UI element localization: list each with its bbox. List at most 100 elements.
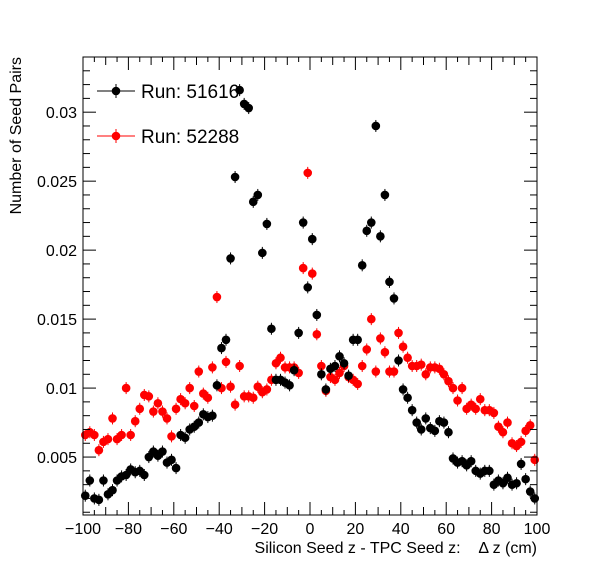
y-tick-label: 0.01 xyxy=(46,381,77,398)
data-point xyxy=(108,414,117,423)
data-point xyxy=(489,408,499,418)
data-point xyxy=(262,385,272,394)
x-tick-label: 60 xyxy=(437,521,455,538)
data-point xyxy=(235,85,244,95)
data-point xyxy=(307,269,317,278)
data-point xyxy=(144,392,154,401)
data-point xyxy=(430,426,440,436)
data-point xyxy=(185,383,194,393)
data-point xyxy=(389,294,399,303)
legend-entry: Run: 52288 xyxy=(97,127,239,148)
data-point xyxy=(103,434,113,444)
x-tick-label: 40 xyxy=(392,521,410,538)
data-point xyxy=(203,393,213,403)
data-point xyxy=(226,382,235,392)
data-point xyxy=(394,356,403,365)
x-tick-label: −60 xyxy=(160,521,187,538)
data-point xyxy=(330,361,340,371)
data-point xyxy=(403,393,412,403)
x-tick-label: −40 xyxy=(206,521,233,538)
x-tick-label: 80 xyxy=(483,521,501,538)
x-tick-label: −100 xyxy=(65,521,101,538)
data-point xyxy=(344,371,353,380)
data-point xyxy=(475,394,485,404)
data-point xyxy=(276,353,285,363)
data-point xyxy=(421,414,431,423)
data-point xyxy=(321,385,331,394)
data-point xyxy=(317,361,326,371)
data-point xyxy=(421,369,431,379)
data-point xyxy=(403,353,412,363)
data-point xyxy=(416,360,426,369)
data-point xyxy=(439,418,449,427)
data-point xyxy=(244,103,254,113)
data-point xyxy=(189,401,199,411)
data-point xyxy=(503,473,512,483)
data-point xyxy=(457,383,467,393)
data-point xyxy=(312,310,322,320)
data-point xyxy=(453,396,462,405)
series-run-51616 xyxy=(80,84,540,506)
data-point xyxy=(353,335,362,345)
x-tick-label: −20 xyxy=(251,521,278,538)
data-point xyxy=(267,324,276,334)
data-point xyxy=(376,334,385,343)
data-point xyxy=(525,421,535,430)
data-point xyxy=(226,254,235,263)
data-point xyxy=(380,347,390,357)
data-point xyxy=(412,418,421,427)
data-point xyxy=(357,361,367,371)
data-point xyxy=(362,345,372,354)
data-point xyxy=(171,404,181,414)
data-point xyxy=(221,357,231,367)
data-point xyxy=(289,365,299,375)
y-tick-label: 0.005 xyxy=(37,450,77,467)
data-point xyxy=(512,478,521,488)
y-axis-label: Number of Seed Pairs xyxy=(8,57,25,214)
data-point xyxy=(90,430,99,440)
data-point xyxy=(248,393,258,403)
data-point xyxy=(385,277,394,287)
data-point xyxy=(217,343,226,353)
data-point xyxy=(130,416,140,426)
data-point xyxy=(516,437,526,447)
data-point xyxy=(167,432,176,441)
data-point xyxy=(139,470,149,480)
data-point xyxy=(471,404,481,414)
data-point xyxy=(521,474,530,484)
data-point xyxy=(221,335,231,345)
data-point xyxy=(121,383,131,393)
data-point xyxy=(298,263,308,273)
data-point xyxy=(485,466,494,476)
legend-marker xyxy=(111,131,121,141)
data-point xyxy=(298,218,308,227)
data-point xyxy=(167,455,176,465)
data-point xyxy=(126,430,135,440)
data-point xyxy=(525,487,535,496)
data-point xyxy=(248,197,258,207)
data-point xyxy=(94,445,104,455)
data-point xyxy=(353,379,362,389)
data-point xyxy=(149,407,158,416)
y-tick-label: 0.02 xyxy=(46,243,77,260)
x-tick-label: −80 xyxy=(115,521,142,538)
data-point xyxy=(503,418,512,427)
data-point xyxy=(230,172,240,182)
data-point xyxy=(158,447,167,456)
data-point xyxy=(371,121,381,131)
data-point xyxy=(335,368,344,378)
data-point xyxy=(262,219,272,229)
data-point xyxy=(398,342,408,351)
data-point xyxy=(135,404,145,414)
data-point xyxy=(180,398,190,408)
data-point xyxy=(307,234,317,244)
data-point xyxy=(285,381,294,390)
data-point xyxy=(371,367,381,376)
data-point xyxy=(158,407,167,416)
data-point xyxy=(389,367,399,376)
data-point xyxy=(444,376,453,386)
data-points xyxy=(80,84,540,506)
data-point xyxy=(339,358,349,368)
data-point xyxy=(303,168,313,178)
data-point xyxy=(212,292,222,302)
